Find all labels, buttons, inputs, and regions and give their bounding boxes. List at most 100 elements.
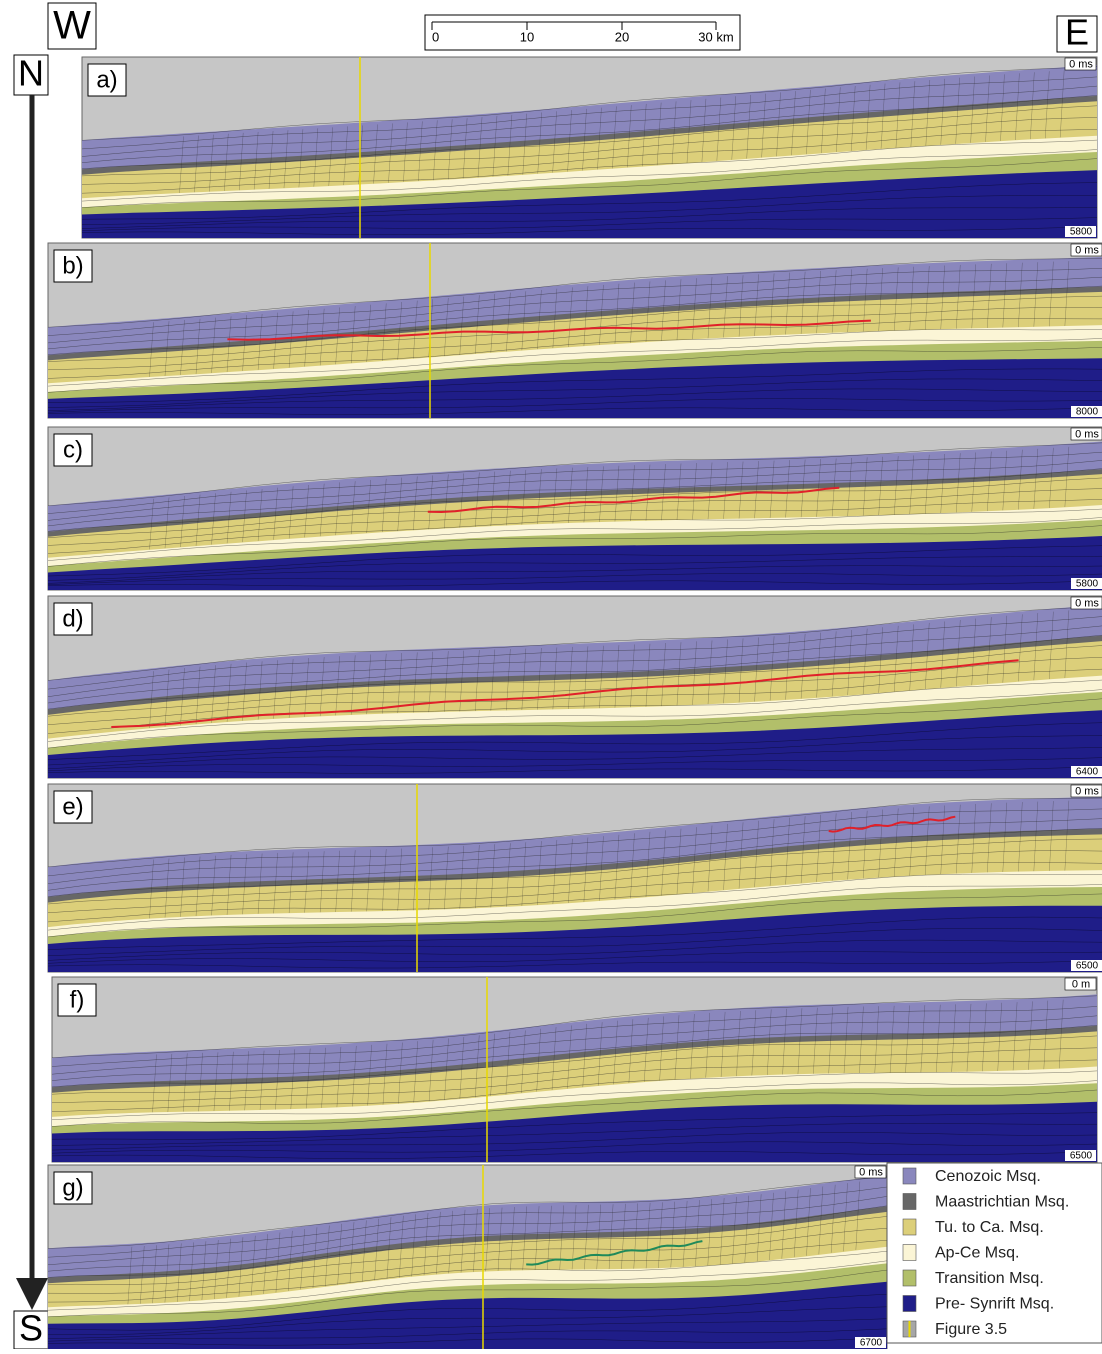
- fault-line: [273, 487, 278, 540]
- fault-line: [382, 653, 387, 714]
- fault-line: [226, 663, 232, 722]
- fault-line: [567, 110, 572, 172]
- fault-line: [583, 466, 589, 523]
- fault-line: [692, 278, 697, 340]
- fault-line: [152, 1054, 157, 1113]
- fault-line: [475, 845, 480, 909]
- west-label: W: [53, 4, 91, 48]
- fault-line: [242, 662, 247, 721]
- fault-line: [242, 315, 247, 371]
- depth-top-label: 0 ms: [859, 1166, 883, 1178]
- seismic-panel: b) 0 ms 8000: [47, 242, 1102, 419]
- depth-bottom-label: 6500: [1070, 1151, 1093, 1162]
- fault-line: [403, 122, 408, 182]
- fault-line: [940, 78, 945, 145]
- fault-line: [987, 617, 992, 684]
- layer: [48, 710, 1102, 778]
- legend-swatch: [902, 1193, 917, 1210]
- horizon-line: [81, 95, 1098, 163]
- fault-line: [444, 846, 449, 910]
- fault-line: [362, 1220, 367, 1282]
- fault-line: [167, 1053, 173, 1112]
- horizon-line: [47, 1176, 888, 1249]
- fault-line: [213, 1052, 219, 1111]
- horizon-line: [47, 862, 1102, 914]
- depth-top-label: 0 ms: [1075, 244, 1099, 256]
- fault-line: [859, 1006, 864, 1074]
- fault-line: [744, 1195, 750, 1263]
- fault-line: [596, 1204, 601, 1270]
- fault-line: [459, 473, 464, 528]
- depth-bottom-box: [1071, 960, 1102, 971]
- fault-line: [970, 76, 975, 143]
- fault-line: [761, 93, 766, 158]
- fault-line: [676, 642, 682, 706]
- fault-line: [397, 302, 402, 360]
- horizon-line: [81, 105, 1098, 170]
- legend-box: [886, 1162, 1102, 1344]
- horizon-line: [51, 1059, 1098, 1104]
- fault-line: [878, 268, 883, 331]
- fault-line: [201, 1241, 207, 1301]
- fault-line: [987, 263, 992, 328]
- horizon-line: [47, 884, 1102, 931]
- fault-line: [597, 107, 602, 170]
- fault-line: [723, 462, 728, 519]
- basement-line: [51, 1141, 1098, 1154]
- depth-bottom-box: [1071, 766, 1102, 777]
- basement-line: [81, 195, 1097, 225]
- basement-line: [81, 217, 1098, 232]
- fault-line: [164, 669, 170, 727]
- fault-line: [288, 852, 294, 914]
- fault-line: [537, 469, 542, 525]
- fault-line: [127, 1246, 133, 1305]
- fault-line: [955, 77, 960, 144]
- fault-line: [462, 118, 468, 179]
- fault-line: [910, 81, 916, 147]
- fault-line: [723, 823, 728, 890]
- fault-line: [599, 645, 604, 709]
- fault-line: [627, 105, 632, 168]
- basement-line: [47, 1328, 888, 1342]
- detachment-line: [427, 486, 840, 514]
- basement-line: [81, 182, 1098, 220]
- horizon-line: [81, 139, 1098, 194]
- horizon-line: [47, 1186, 888, 1258]
- fault-line: [645, 464, 651, 521]
- fault-line: [843, 1183, 848, 1252]
- fault-line: [552, 468, 558, 524]
- depth-top-box: [1070, 596, 1102, 610]
- fault-line: [226, 491, 232, 544]
- fault-line: [374, 1218, 379, 1281]
- panel-label-box: [53, 433, 93, 467]
- basement-line: [47, 722, 1102, 760]
- horizon-line: [51, 1089, 1098, 1127]
- fault-line: [319, 657, 325, 717]
- depth-top-label: 0 ms: [1075, 428, 1099, 440]
- fault-line: [194, 135, 199, 193]
- fault-line: [1002, 802, 1008, 872]
- fault-line: [521, 469, 527, 525]
- fault-line: [659, 1016, 664, 1081]
- fault-line: [985, 75, 990, 142]
- fault-line: [238, 1237, 244, 1297]
- fault-line: [433, 120, 438, 181]
- fault-line: [642, 103, 647, 167]
- layer: [48, 905, 1102, 972]
- fault-line: [475, 472, 480, 527]
- fault-line: [645, 643, 651, 707]
- fault-line: [459, 296, 464, 355]
- fault-line: [940, 805, 945, 875]
- fault-line: [754, 461, 759, 519]
- fault-line: [180, 857, 185, 917]
- fault-line: [521, 648, 527, 711]
- fault-line: [690, 1013, 695, 1079]
- fault-line: [304, 484, 309, 538]
- fault-line: [1059, 70, 1065, 138]
- fault-line: [388, 123, 393, 183]
- fault-line: [319, 851, 325, 913]
- legend-label: Ap-Ce Msq.: [935, 1245, 1019, 1262]
- fault-line: [485, 1208, 490, 1272]
- basement-line: [47, 398, 1102, 413]
- layer: [48, 358, 1102, 418]
